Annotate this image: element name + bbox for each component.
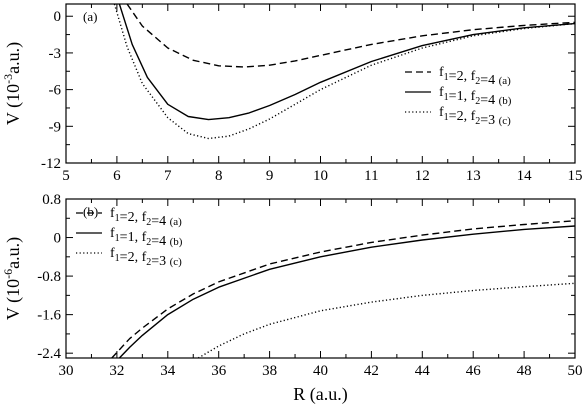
x-tick-label: 36: [211, 363, 227, 379]
y-tick-label: -6: [49, 83, 62, 99]
x-tick-label: 38: [262, 363, 277, 379]
x-tick-label: 7: [164, 168, 172, 184]
x-tick-label: 50: [568, 363, 583, 379]
y-tick-label: -9: [49, 119, 62, 135]
x-tick-label: 5: [62, 168, 70, 184]
x-tick-label: 15: [568, 168, 583, 184]
y-tick-label: -3: [49, 46, 62, 62]
panel-label: (a): [83, 9, 97, 24]
series-line-solid: [118, 225, 575, 358]
panel-label: (b): [83, 204, 98, 219]
legend-label: f1=1, f2=4 (b): [439, 85, 512, 108]
legend: f1=2, f2=4 (a)f1=1, f2=4 (b)f1=2, f2=3 (…: [76, 206, 183, 269]
y-axis-label: V (10-3a.u.): [1, 42, 24, 125]
x-tick-label: 11: [364, 168, 378, 184]
series-line-dashed: [126, 4, 575, 68]
legend-label: f1=2, f2=3 (c): [110, 246, 182, 269]
legend: f1=2, f2=4 (a)f1=1, f2=4 (b)f1=2, f2=3 (…: [405, 65, 512, 128]
x-tick-label: 34: [160, 363, 176, 379]
x-tick-label: 42: [364, 363, 379, 379]
x-tick-label: 8: [215, 168, 223, 184]
x-tick-label: 44: [415, 363, 431, 379]
x-tick-label: 13: [466, 168, 481, 184]
x-tick-label: 48: [517, 363, 532, 379]
x-tick-label: 12: [415, 168, 430, 184]
legend-label: f1=2, f2=4 (a): [110, 206, 182, 229]
legend-label: f1=2, f2=4 (a): [439, 65, 511, 88]
x-axis-label: R (a.u.): [293, 384, 347, 405]
chart-panel-a: 5 6 7 8 9 10 11 12 13 14 15 -12 -9 -6 -3 0 (a) V (10-3a.u…: [1, 3, 583, 184]
y-tick-label: 0: [54, 9, 62, 25]
y-tick-label: -1.6: [37, 308, 61, 324]
x-tick-label: 40: [313, 363, 328, 379]
legend-label: f1=1, f2=4 (b): [110, 226, 183, 249]
y-tick-label: 0.8: [42, 192, 61, 208]
x-tick-label: 10: [313, 168, 328, 184]
x-tick-label: 14: [517, 168, 533, 184]
y-tick-label: -2.4: [37, 346, 61, 362]
x-tick-label: 46: [466, 363, 482, 379]
series-line-solid: [118, 4, 575, 121]
y-tick-label: -0.8: [37, 269, 61, 285]
series-line-dotted: [113, 4, 575, 140]
y-tick-label: 0: [54, 231, 62, 247]
x-tick-label: 30: [59, 363, 74, 379]
x-tick-label: 32: [109, 363, 124, 379]
y-axis-label: V (10-6a.u.): [1, 237, 24, 320]
x-tick-label: 9: [266, 168, 274, 184]
legend-label: f1=2, f2=3 (c): [439, 105, 511, 128]
series-line-dotted: [197, 282, 575, 358]
y-tick-label: -12: [41, 156, 61, 172]
x-tick-label: 6: [113, 168, 121, 184]
chart-panel-b: 30 32 34 36 38 40 42 44 46 48 50 -2.4 -1.6 -0.8 0 0.8 (b…: [1, 192, 583, 405]
